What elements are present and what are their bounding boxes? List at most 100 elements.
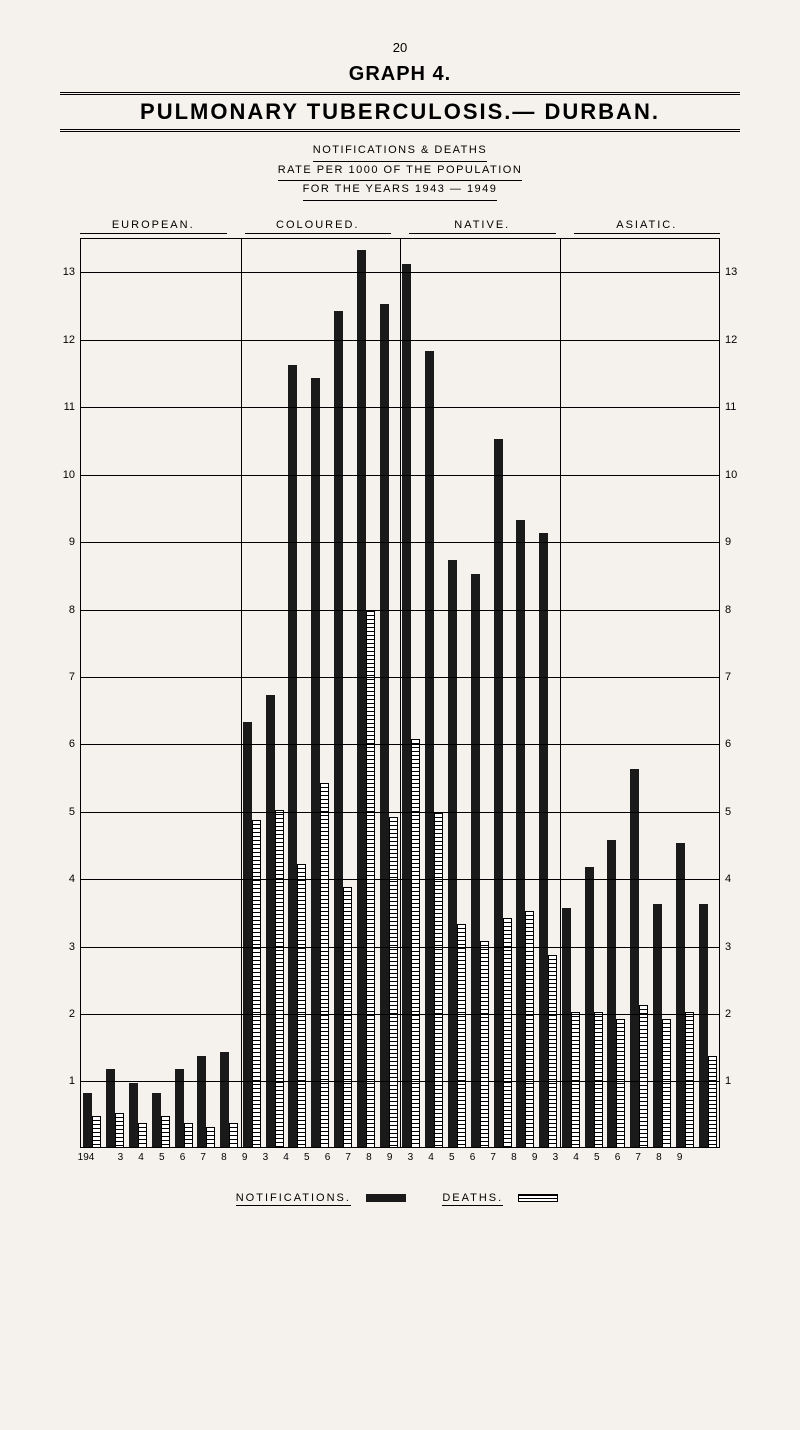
y-tick-label-right: 11 <box>719 401 736 413</box>
bar-deaths <box>639 1005 648 1147</box>
bar-deaths <box>297 864 306 1147</box>
y-tick-label-right: 5 <box>719 806 731 818</box>
x-tick-label: 9 <box>532 1152 538 1163</box>
group-headers: EUROPEAN.COLOURED.NATIVE.ASIATIC. <box>80 219 720 234</box>
x-tick-label: 4 <box>428 1152 434 1163</box>
x-tick-label: 7 <box>490 1152 496 1163</box>
group-separator <box>400 239 401 1147</box>
y-tick-label-left: 9 <box>69 536 81 548</box>
main-title: PULMONARY TUBERCULOSIS.— DURBAN. <box>60 92 740 132</box>
bar-deaths <box>594 1012 603 1147</box>
y-tick-label-left: 7 <box>69 671 81 683</box>
bar-deaths <box>571 1012 580 1147</box>
y-tick-label-left: 3 <box>69 941 81 953</box>
x-tick-label: 7 <box>200 1152 206 1163</box>
legend-notifications-label: NOTIFICATIONS. <box>236 1192 351 1206</box>
x-tick-label: 3 <box>118 1152 124 1163</box>
subtitle-line: NOTIFICATIONS & DEATHS <box>313 142 487 162</box>
y-tick-label-left: 8 <box>69 604 81 616</box>
bar-deaths <box>275 810 284 1147</box>
bar-notifications <box>448 560 457 1146</box>
x-tick-label: 5 <box>159 1152 165 1163</box>
legend-deaths-swatch <box>518 1194 558 1202</box>
x-tick-label: 6 <box>615 1152 621 1163</box>
y-tick-label-right: 8 <box>719 604 731 616</box>
bar-notifications <box>311 378 320 1146</box>
bar-deaths <box>480 941 489 1147</box>
bar-notifications <box>197 1056 206 1147</box>
bar-deaths <box>616 1019 625 1147</box>
x-tick-label: 8 <box>511 1152 517 1163</box>
x-tick-label: 5 <box>449 1152 455 1163</box>
x-tick-label: 7 <box>635 1152 641 1163</box>
bar-notifications <box>334 311 343 1147</box>
bar-deaths <box>229 1123 238 1147</box>
bar-deaths <box>92 1116 101 1146</box>
y-tick-label-left: 6 <box>69 738 81 750</box>
x-tick-label: 7 <box>345 1152 351 1163</box>
bar-notifications <box>653 904 662 1147</box>
legend: NOTIFICATIONS. DEATHS. <box>50 1192 750 1204</box>
x-tick-label: 6 <box>325 1152 331 1163</box>
y-tick-label-right: 1 <box>719 1075 731 1087</box>
bar-notifications <box>152 1093 161 1147</box>
x-tick-label: 9 <box>242 1152 248 1163</box>
y-tick-label-left: 2 <box>69 1008 81 1020</box>
y-tick-label-left: 11 <box>64 401 81 413</box>
bar-notifications <box>630 769 639 1146</box>
y-tick-label-left: 5 <box>69 806 81 818</box>
bar-deaths <box>320 783 329 1147</box>
bar-notifications <box>129 1083 138 1147</box>
page: 20 GRAPH 4. PULMONARY TUBERCULOSIS.— DUR… <box>0 0 800 1234</box>
bar-notifications <box>516 520 525 1147</box>
legend-deaths-label: DEATHS. <box>442 1192 503 1206</box>
graph-label: GRAPH 4. <box>50 63 750 86</box>
bar-deaths <box>411 739 420 1147</box>
bar-notifications <box>83 1093 92 1147</box>
y-tick-label-left: 10 <box>63 469 81 481</box>
y-tick-label-right: 2 <box>719 1008 731 1020</box>
x-tick-label: 3 <box>263 1152 269 1163</box>
bar-notifications <box>266 695 275 1147</box>
bar-deaths <box>206 1127 215 1147</box>
y-tick-label-right: 6 <box>719 738 731 750</box>
x-tick-label: 5 <box>304 1152 310 1163</box>
x-tick-label: 5 <box>594 1152 600 1163</box>
subtitle-block: NOTIFICATIONS & DEATHS RATE PER 1000 OF … <box>50 142 750 201</box>
y-tick-label-right: 13 <box>719 266 737 278</box>
y-tick-label-left: 4 <box>69 873 81 885</box>
x-tick-label: 3 <box>553 1152 559 1163</box>
legend-notifications-swatch <box>366 1194 406 1202</box>
x-tick-label: 9 <box>387 1152 393 1163</box>
x-tick-label: 8 <box>656 1152 662 1163</box>
x-tick-label: 6 <box>470 1152 476 1163</box>
x-tick-label: 4 <box>138 1152 144 1163</box>
y-tick-label-right: 3 <box>719 941 731 953</box>
bar-deaths <box>662 1019 671 1147</box>
y-tick-label-right: 4 <box>719 873 731 885</box>
y-tick-label-right: 12 <box>719 334 737 346</box>
bar-notifications <box>220 1052 229 1146</box>
bar-deaths <box>115 1113 124 1147</box>
group-header: NATIVE. <box>409 219 556 234</box>
bar-notifications <box>676 843 685 1146</box>
bar-notifications <box>380 304 389 1147</box>
bar-notifications <box>494 439 503 1147</box>
subtitle-line: FOR THE YEARS 1943 — 1949 <box>303 181 498 201</box>
bar-notifications <box>243 722 252 1147</box>
x-tick-label: 9 <box>677 1152 683 1163</box>
bar-notifications <box>471 574 480 1147</box>
page-number: 20 <box>50 40 750 55</box>
group-header: COLOURED. <box>245 219 392 234</box>
bar-deaths <box>161 1116 170 1146</box>
subtitle-line: RATE PER 1000 OF THE POPULATION <box>278 162 523 182</box>
bar-notifications <box>288 365 297 1147</box>
x-tick-label: 4 <box>573 1152 579 1163</box>
bar-deaths <box>434 813 443 1147</box>
y-tick-label-right: 9 <box>719 536 731 548</box>
bar-deaths <box>457 924 466 1146</box>
y-tick-label-right: 10 <box>719 469 737 481</box>
y-tick-label-left: 13 <box>63 266 81 278</box>
y-tick-label-left: 1 <box>69 1075 81 1087</box>
bar-deaths <box>548 955 557 1147</box>
